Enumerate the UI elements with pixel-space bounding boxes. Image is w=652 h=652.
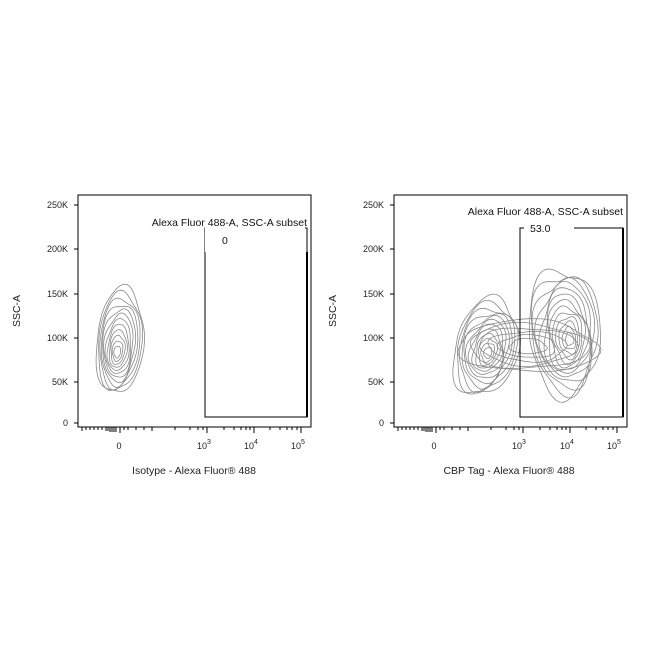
y-tick-label: 200K [47,244,68,254]
y-tick-label: 0 [379,418,384,428]
x-tick-label: 103 [512,439,526,451]
y-tick-label: 250K [47,200,68,210]
gate-rectangle[interactable] [204,227,308,418]
contour-line [461,313,513,390]
plot-panel-isotype: 0 50K 100K 150K 200K 250K [11,194,312,477]
contour-line [483,347,493,359]
gate-percent-label: 53.0 [530,223,551,235]
contour-line [543,293,592,374]
x-tick-label: 104 [560,439,574,451]
contour-group [95,283,146,392]
contour-line [508,338,548,355]
contour-line [469,322,591,369]
contour-line [555,316,581,361]
contour-line [480,343,495,363]
contour-line [110,334,126,365]
y-tick-label: 50K [52,377,68,387]
contour-line [98,289,144,391]
plot-frame [77,194,312,428]
y-tick-label: 50K [368,377,384,387]
gate-name-label: Alexa Fluor 488-A, SSC-A subset [152,217,307,229]
plot-panel-cbp-tag: 0 50K 100K 150K 200K 250K [327,194,628,477]
y-tick-label: 250K [363,200,384,210]
contour-line [465,318,507,378]
x-tick-label: 0 [431,441,436,451]
y-axis-title: SSC-A [327,295,339,327]
y-tick-marks [390,204,394,424]
gate-label-background [524,221,574,234]
contour-line [104,318,131,374]
gate-name-label: Alexa Fluor 488-A, SSC-A subset [468,206,623,218]
contour-line [463,315,510,385]
contour-line [108,329,129,368]
contour-group [452,268,602,403]
x-tick-label: 105 [291,439,305,451]
contour-line [551,312,583,366]
contour-line [100,305,139,388]
x-tick-label: 0 [116,441,121,451]
x-tick-label: 105 [607,439,621,451]
y-axis-title: SSC-A [11,295,23,327]
contour-line [95,283,146,392]
y-tick-marks [74,204,78,424]
contour-line [530,276,599,399]
plot-frame [393,194,628,428]
contour-line [99,297,141,391]
x-axis-title: Isotype - Alexa Fluor® 488 [132,465,256,477]
contour-line [457,318,602,372]
contour-line [496,334,555,358]
contour-line [111,340,124,362]
contour-line [558,320,579,355]
contour-line [547,298,590,370]
x-tick-label: 104 [244,439,258,451]
x-tick-marks [81,427,302,433]
contour-line [102,308,136,384]
contour-line [106,324,130,372]
y-tick-label: 150K [47,289,68,299]
y-tick-label: 100K [363,333,384,343]
y-tick-label: 200K [363,244,384,254]
y-tick-label: 150K [363,289,384,299]
contour-line [479,327,579,367]
contour-line [113,345,121,359]
contour-line [478,337,499,367]
y-tick-label: 0 [63,418,68,428]
y-tick-label: 100K [47,333,68,343]
contour-line [458,307,516,394]
x-tick-marks [397,427,618,433]
contour-line [452,293,521,394]
gate-label-background [205,227,305,252]
contour-line [487,330,568,363]
contour-line [103,312,134,378]
gate-percent-label: 0 [222,235,228,247]
x-axis-title: CBP Tag - Alexa Fluor® 488 [443,465,574,477]
x-tick-label: 103 [197,439,211,451]
contour-line [565,332,575,346]
